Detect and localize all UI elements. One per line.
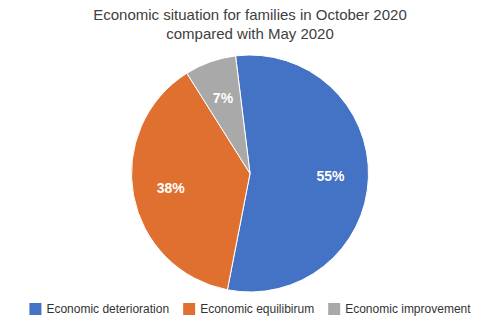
legend-item: Economic improvement — [328, 302, 471, 316]
legend: Economic deterioration Economic equilibir… — [29, 302, 471, 316]
legend-item: Economic equilibirum — [183, 302, 314, 316]
legend-label: Economic improvement — [345, 302, 471, 316]
background — [0, 0, 500, 326]
legend-swatch — [183, 303, 195, 315]
legend-item: Economic deterioration — [29, 302, 169, 316]
legend-label: Economic equilibirum — [200, 302, 314, 316]
slice — [187, 56, 250, 174]
legend-swatch — [29, 303, 41, 315]
title: Economic situation for families in Octob… — [93, 6, 406, 42]
data-labels: 55% 38% 7% — [157, 90, 345, 197]
title-line: compared with May 2020 — [166, 25, 334, 42]
data-label: 38% — [157, 180, 186, 196]
title-line: Economic situation for families in Octob… — [93, 6, 406, 23]
data-label: 55% — [317, 168, 346, 184]
data-label: 7% — [213, 90, 234, 106]
chart: Economic situation for families in Octob… — [0, 0, 500, 326]
legend-swatch — [328, 303, 340, 315]
legend-label: Economic deterioration — [46, 302, 169, 316]
slices — [132, 55, 369, 292]
